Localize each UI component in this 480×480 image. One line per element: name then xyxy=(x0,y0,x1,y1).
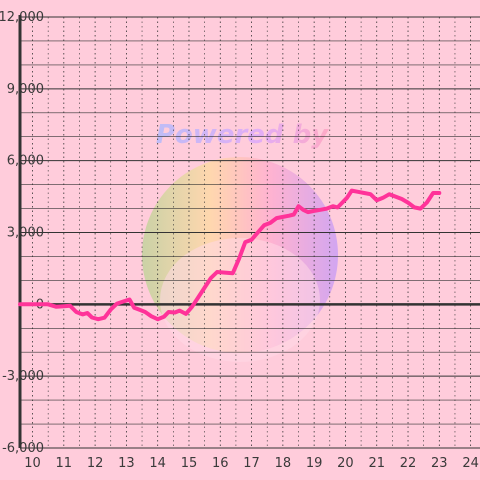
minor-grid xyxy=(20,17,480,448)
x-tick-label: 24 xyxy=(462,456,479,471)
y-tick-label: 12,000 xyxy=(0,10,44,25)
major-grid xyxy=(20,16,480,449)
x-tick-label: 17 xyxy=(243,456,260,471)
watermark-text: Powered by xyxy=(156,120,329,150)
series-line xyxy=(18,188,442,322)
y-tick-label: 3,000 xyxy=(7,226,44,241)
x-tick-label: 22 xyxy=(400,456,417,471)
x-tick-label: 19 xyxy=(306,456,323,471)
x-tick-label: 18 xyxy=(275,456,292,471)
x-tick-label: 10 xyxy=(24,456,41,471)
x-tick-label: 16 xyxy=(212,456,229,471)
watermark-figure xyxy=(160,238,320,362)
y-tick-label: 9,000 xyxy=(7,82,44,97)
x-tick-label: 11 xyxy=(56,456,73,471)
y-tick-label: -3,000 xyxy=(2,369,44,384)
x-tick-label: 13 xyxy=(118,456,135,471)
x-tick-label: 15 xyxy=(181,456,198,471)
x-axis-ticks: 10 11 12 13 14 15 16 17 18 19 20 21 22 23 24 xyxy=(24,456,479,471)
x-tick-label: 23 xyxy=(431,456,448,471)
x-tick-label: 21 xyxy=(368,456,385,471)
x-tick-label: 12 xyxy=(87,456,104,471)
y-tick-label: -6,000 xyxy=(2,441,44,456)
x-tick-label: 14 xyxy=(149,456,166,471)
y-tick-label: 6,000 xyxy=(7,154,44,169)
x-tick-label: 20 xyxy=(337,456,354,471)
